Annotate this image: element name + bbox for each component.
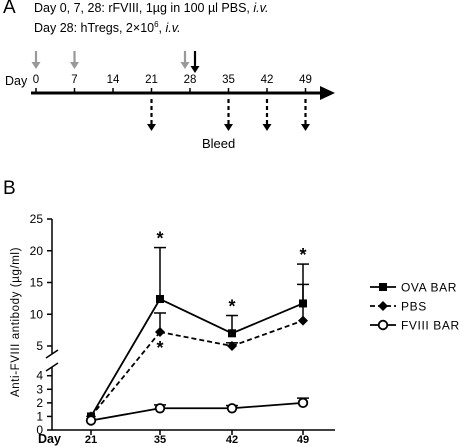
legend-item-ova-bar: OVA BAR <box>370 281 457 295</box>
treg-arrow-day-28-head <box>190 66 200 73</box>
legend-label-ova-bar: OVA BAR <box>401 281 457 295</box>
protocol-line-1-route: i.v. <box>253 1 269 15</box>
timeline-tick-49: 49 <box>299 74 312 86</box>
timeline-tick-0: 0 <box>32 74 40 86</box>
bleed-arrow-day-35-head <box>224 124 233 131</box>
timeline-tick-35: 35 <box>222 74 235 86</box>
y-tick-label-15: 15 <box>30 276 44 290</box>
series-line-pbs-0 <box>90 331 161 417</box>
series-line-pbs-2 <box>231 319 304 347</box>
timeline-tick-14: 14 <box>106 74 120 86</box>
y-tick-label-0: 0 <box>36 423 43 437</box>
bleed-arrow-day-49-head <box>301 124 310 131</box>
protocol-line-1-text: Day 0, 7, 28: rFVIII, 1µg in 100 µl PBS, <box>34 1 254 15</box>
protocol-line-2: Day 28: hTregs, 2×106, i.v. <box>34 20 181 35</box>
significance-star-pbs-35: * <box>156 338 163 358</box>
y-tick-label-5: 5 <box>36 339 43 353</box>
legend-marker-fviii-bar <box>377 319 389 331</box>
x-tick-label-21: 21 <box>85 434 97 446</box>
point-fviii-bar-42 <box>226 403 238 414</box>
protocol-line-2-exponent: 6 <box>154 20 159 29</box>
bleed-arrow-day-21-head <box>147 124 156 131</box>
series-line-fviii-bar-2 <box>231 401 304 410</box>
series-line-ova-bar-2 <box>231 302 304 335</box>
legend-item-pbs: PBS <box>370 300 427 314</box>
legend-marker-pbs <box>378 301 388 311</box>
panel-b-letter: B <box>3 178 16 199</box>
legend-label-pbs: PBS <box>401 300 427 314</box>
panel-a-letter: A <box>3 0 16 18</box>
series-line-pbs-1 <box>159 331 233 347</box>
timeline-tick-28: 28 <box>183 74 197 86</box>
point-ova-bar-35 <box>156 295 164 304</box>
series-pbs <box>86 283 309 422</box>
series-line-ova-bar-1 <box>159 298 233 335</box>
timeline-diagram <box>31 51 335 131</box>
y-tick-label-25: 25 <box>30 212 44 226</box>
axis-break-mark-upper <box>45 349 59 359</box>
y-tick-label-20: 20 <box>30 244 44 258</box>
y-tick-label-10: 10 <box>30 307 44 321</box>
x-tick-label-42: 42 <box>226 434 238 446</box>
point-pbs-35 <box>155 327 165 338</box>
protocol-line-2-text: Day 28: hTregs, 2×10 <box>34 21 155 36</box>
series-ova-bar <box>87 246 309 421</box>
legend-label-fviii-bar: FVIII BAR <box>401 319 460 333</box>
protocol-line-2-route: i.v. <box>165 21 181 36</box>
significance-star-ova-bar-42: * <box>228 297 235 317</box>
y-axis-label: Anti-FVIII antibody (µg/ml) <box>10 247 22 397</box>
point-fviii-bar-21 <box>85 415 97 426</box>
y-tick-label-2: 2 <box>36 396 43 410</box>
timeline-tick-42: 42 <box>260 74 274 86</box>
significance-star-ova-bar-49: * <box>299 245 306 265</box>
timeline-tick-21: 21 <box>145 74 158 86</box>
point-pbs-49 <box>298 315 308 326</box>
bleed-arrow-day-42-head <box>262 124 272 131</box>
point-ova-bar-42 <box>228 329 236 338</box>
y-tick-label-1: 1 <box>36 409 43 423</box>
point-fviii-bar-35 <box>154 403 166 414</box>
legend-item-fviii-bar: FVIII BAR <box>370 319 460 333</box>
bleed-label: Bleed <box>202 136 236 151</box>
x-tick-label-49: 49 <box>297 434 309 446</box>
y-tick-label-3: 3 <box>36 382 43 396</box>
protocol-line-1: Day 0, 7, 28: rFVIII, 1µg in 100 µl PBS,… <box>34 1 268 15</box>
x-axis-label: Day <box>38 432 61 446</box>
timeline-arrowhead <box>320 86 335 100</box>
series-line-ova-bar-0 <box>90 298 161 417</box>
series-fviii-bar <box>85 397 309 426</box>
point-fviii-bar-49 <box>297 397 309 409</box>
protocol-line-2-sep: , <box>158 21 166 36</box>
injection-arrow-day-28-head <box>180 62 190 69</box>
significance-star-ova-bar-35: * <box>156 229 163 249</box>
x-tick-label-35: 35 <box>154 434 166 446</box>
y-tick-label-4: 4 <box>36 369 43 383</box>
series-line-fviii-bar-0 <box>90 407 161 422</box>
legend-marker-ova-bar <box>379 283 387 291</box>
injection-arrow-day-0-head <box>31 62 41 69</box>
timeline-tick-7: 7 <box>71 74 78 86</box>
axis-break-mark-lower <box>45 362 59 372</box>
injection-arrow-day-7-head <box>70 62 79 69</box>
timeline-day-label: Day <box>5 74 28 88</box>
point-pbs-42 <box>227 341 237 351</box>
